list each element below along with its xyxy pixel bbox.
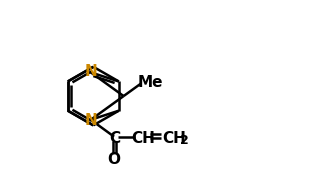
Text: CH: CH (162, 131, 187, 146)
Text: C: C (109, 131, 120, 146)
Text: Me: Me (138, 75, 163, 90)
Text: O: O (108, 152, 121, 167)
Text: CH: CH (131, 131, 155, 146)
Text: 2: 2 (180, 134, 189, 147)
Text: N: N (84, 113, 97, 128)
Text: N: N (84, 64, 97, 79)
